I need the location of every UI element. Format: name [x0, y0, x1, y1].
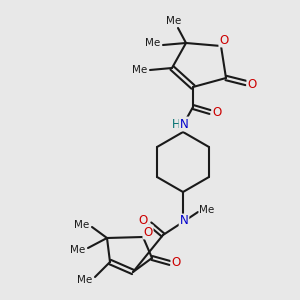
Text: O: O [248, 77, 256, 91]
Text: Me: Me [132, 65, 148, 75]
Text: O: O [138, 214, 148, 227]
Text: Me: Me [200, 205, 214, 215]
Text: Me: Me [167, 16, 182, 26]
Text: O: O [212, 106, 222, 118]
Text: Me: Me [77, 275, 93, 285]
Text: N: N [180, 214, 188, 227]
Text: O: O [171, 256, 181, 269]
Text: H: H [172, 118, 180, 130]
Text: O: O [219, 34, 229, 46]
Text: O: O [143, 226, 153, 238]
Text: Me: Me [146, 38, 160, 48]
Text: Me: Me [70, 245, 86, 255]
Text: N: N [180, 118, 188, 130]
Text: Me: Me [74, 220, 90, 230]
